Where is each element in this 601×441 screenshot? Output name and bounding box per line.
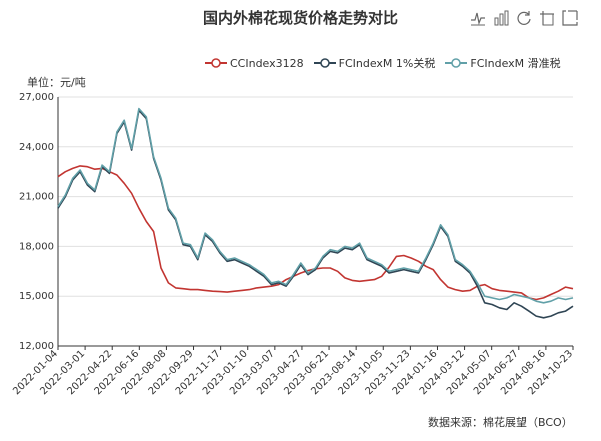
- y-tick-label: 21,000: [19, 192, 54, 203]
- y-tick-label: 24,000: [19, 142, 54, 153]
- refresh-icon[interactable]: [516, 10, 532, 26]
- y-axis-unit-label: 单位：元/吨: [27, 76, 86, 89]
- save-image-icon[interactable]: [562, 10, 578, 26]
- series-line-1: [57, 109, 574, 319]
- y-tick-label: 12,000: [19, 341, 54, 352]
- legend-item-ccindex[interactable]: CCIndex3128: [205, 55, 304, 71]
- y-tick-label: 15,000: [19, 291, 54, 302]
- data-source-label: 数据来源：棉花展望（BCO）: [428, 416, 573, 429]
- y-tick-label: 27,000: [19, 92, 54, 103]
- line-chart-icon[interactable]: [470, 10, 486, 26]
- legend-label-ccindex: CCIndex3128: [230, 56, 304, 70]
- series-line-0: [57, 165, 574, 301]
- y-tick-label: 18,000: [19, 241, 54, 252]
- legend-item-fcindex-1pct[interactable]: FCIndexM 1%关税: [313, 55, 436, 71]
- chart-legend: CCIndex3128 FCIndexM 1%关税 FCIndexM 滑准税: [205, 55, 561, 71]
- legend-marker-fcindex-sliding: [445, 58, 468, 68]
- legend-label-fcindex-sliding: FCIndexM 滑准税: [470, 57, 561, 70]
- chart-toolbar: [470, 10, 578, 26]
- series-line-2: [57, 107, 574, 304]
- legend-item-fcindex-sliding[interactable]: FCIndexM 滑准税: [445, 55, 561, 71]
- data-view-icon[interactable]: [539, 10, 555, 26]
- legend-marker-fcindex-1pct: [313, 58, 336, 68]
- legend-marker-ccindex: [205, 58, 227, 68]
- bar-chart-icon[interactable]: [493, 10, 509, 26]
- chart-title: 国内外棉花现货价格走势对比: [202, 9, 398, 27]
- legend-label-fcindex-1pct: FCIndexM 1%关税: [338, 57, 436, 70]
